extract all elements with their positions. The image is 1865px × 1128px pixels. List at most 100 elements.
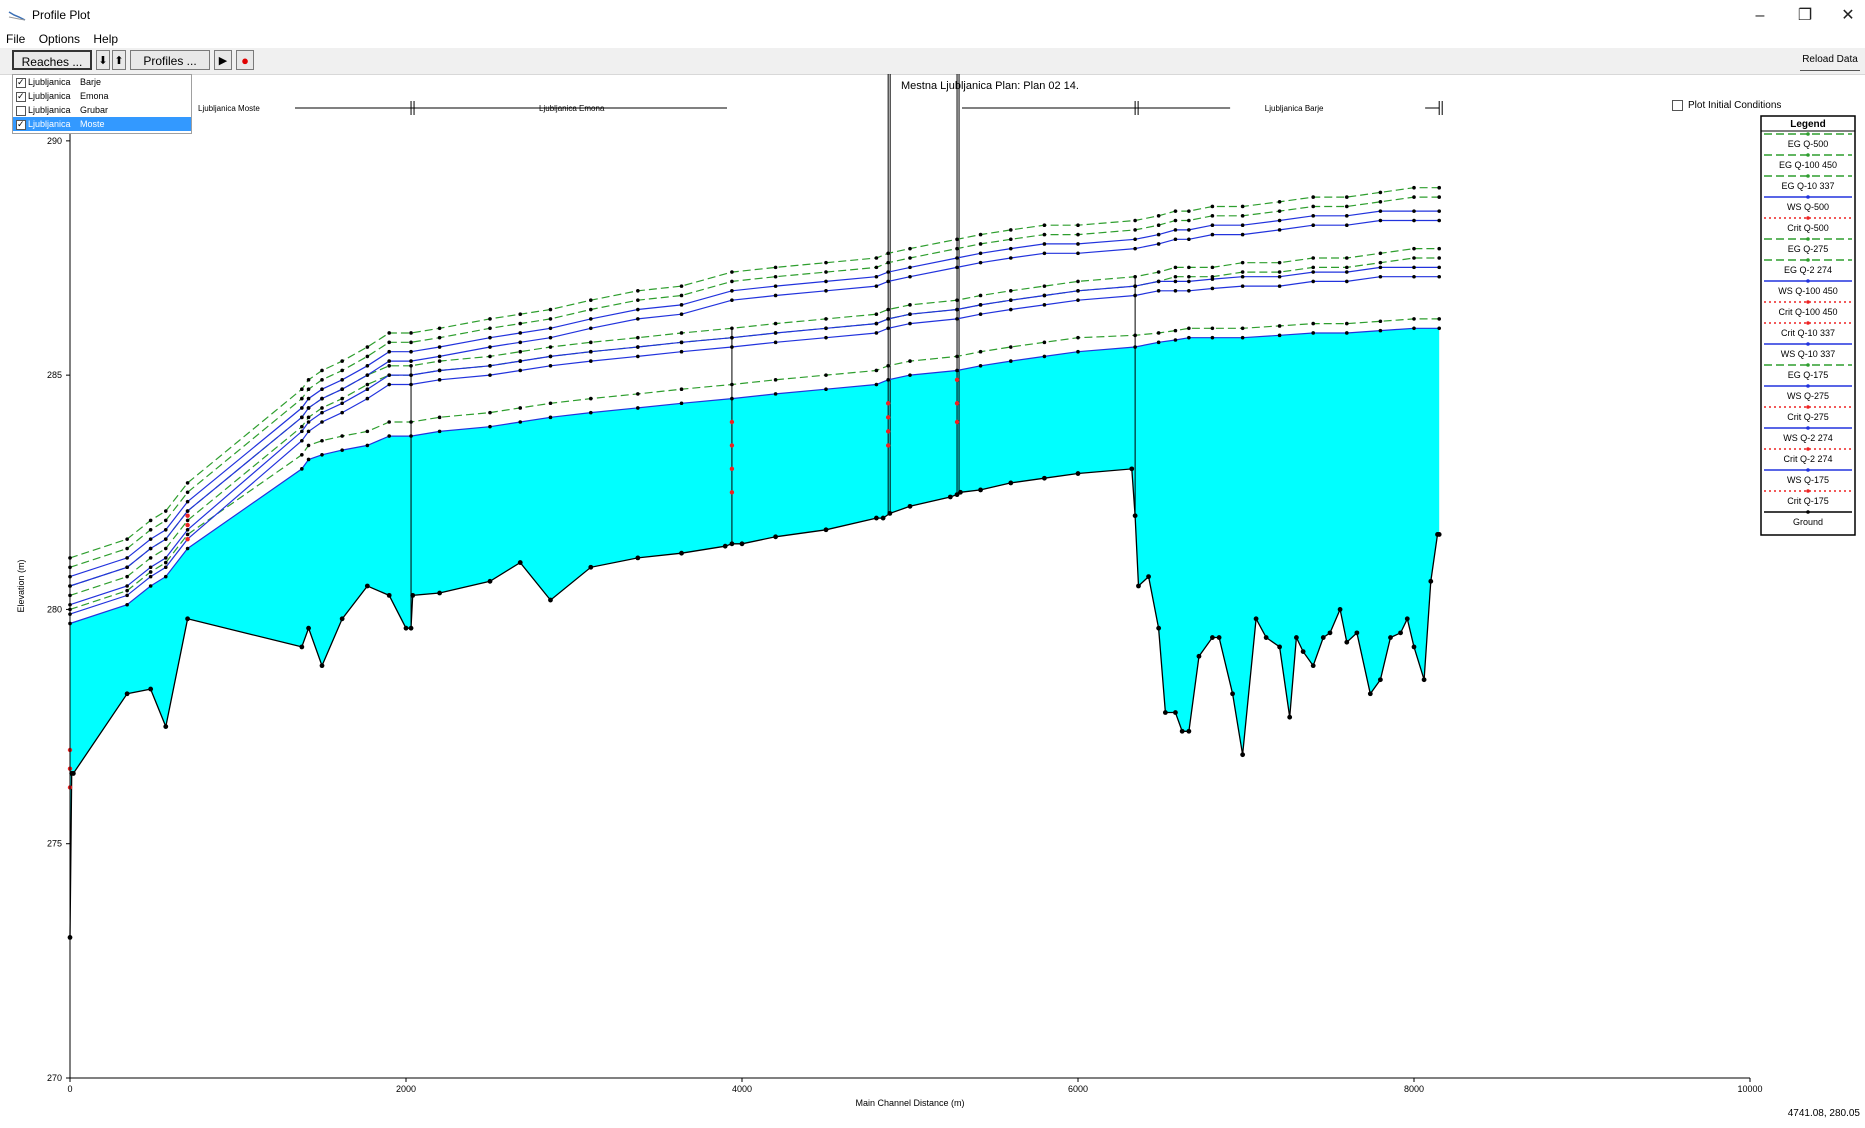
data-point xyxy=(1042,284,1047,288)
y-axis-label: Elevation (m) xyxy=(16,559,26,612)
data-point xyxy=(1412,246,1416,251)
series-line-eg-q-100-450 xyxy=(69,196,1440,568)
crit-point xyxy=(954,401,960,406)
data-point xyxy=(1076,232,1080,237)
data-point xyxy=(773,284,778,288)
data-point xyxy=(1133,246,1137,251)
move-up-button[interactable]: ⬆ xyxy=(112,50,126,70)
reach-river-label: Ljubljanica xyxy=(28,91,71,101)
data-point xyxy=(387,373,392,377)
data-point xyxy=(437,345,442,349)
data-point xyxy=(1187,279,1191,284)
legend-entry: Crit Q-175 xyxy=(1787,496,1829,506)
data-point xyxy=(548,401,553,406)
data-point xyxy=(148,546,153,551)
data-point xyxy=(886,279,890,284)
ground-point xyxy=(1354,630,1360,636)
data-point xyxy=(874,312,879,317)
close-button[interactable]: ✕ xyxy=(1841,7,1855,24)
menu-options[interactable]: Options xyxy=(38,32,81,46)
coordinate-readout: 4741.08, 280.05 xyxy=(1787,1108,1860,1119)
ground-point xyxy=(1136,583,1141,589)
legend-entry: Crit Q-275 xyxy=(1787,412,1829,422)
data-point xyxy=(437,368,442,373)
data-point xyxy=(824,260,828,265)
profile-plot-chart[interactable]: 0 2000 4000 6000 8000 10000 270 275 280 285 290 Mai… xyxy=(0,74,1865,1108)
data-point xyxy=(409,420,413,424)
maximize-button[interactable]: ❐ xyxy=(1797,7,1813,24)
data-point xyxy=(1156,279,1161,284)
reach-checkbox[interactable] xyxy=(16,89,26,103)
legend-entry: Ground xyxy=(1793,517,1823,527)
data-point xyxy=(1133,284,1137,288)
legend-entry: Crit Q-100 450 xyxy=(1778,307,1837,317)
ground-point xyxy=(1310,663,1316,669)
data-point xyxy=(125,546,129,551)
reaches-list[interactable]: LjubljanicaBarjeLjubljanicaEmonaLjubljan… xyxy=(12,74,192,134)
crit-point xyxy=(885,401,891,406)
data-point xyxy=(437,354,442,359)
legend-marker xyxy=(1806,300,1810,304)
ground-point xyxy=(437,590,442,596)
data-point xyxy=(886,270,890,274)
ground-point xyxy=(319,663,325,669)
crit-point xyxy=(185,513,190,518)
data-point xyxy=(730,270,734,274)
reach-checkbox[interactable] xyxy=(16,75,26,89)
data-point xyxy=(320,406,324,410)
menu-help[interactable]: Help xyxy=(93,32,119,46)
data-point xyxy=(548,307,553,312)
plot-initial-conditions-checkbox[interactable] xyxy=(1672,100,1683,111)
data-point xyxy=(1173,289,1178,293)
data-point xyxy=(548,335,553,340)
reach-item-grubar[interactable]: Ljubljanica Grubar xyxy=(13,103,191,117)
data-point xyxy=(1345,321,1349,326)
data-point xyxy=(387,363,392,368)
reaches-button[interactable]: Reaches ... xyxy=(12,50,92,70)
profiles-button[interactable]: Profiles ... xyxy=(130,50,210,70)
ground-point xyxy=(722,543,728,549)
play-button[interactable]: ▶ xyxy=(214,50,232,70)
data-point xyxy=(1412,317,1416,321)
data-point xyxy=(1437,274,1441,279)
data-point xyxy=(488,326,492,331)
data-point xyxy=(908,256,912,260)
data-point xyxy=(300,438,304,443)
series-line-eg-q-2-274 xyxy=(69,318,1440,610)
reload-data-button[interactable]: Reload Data xyxy=(1800,50,1860,71)
ground-point xyxy=(1240,752,1246,758)
reach-checkbox[interactable] xyxy=(16,105,26,116)
data-point xyxy=(874,274,879,279)
data-point xyxy=(488,345,492,349)
record-button[interactable]: ● xyxy=(236,50,254,70)
data-point xyxy=(1311,256,1315,260)
water-fill xyxy=(70,328,1440,938)
data-point xyxy=(773,331,778,335)
menu-file[interactable]: File xyxy=(6,32,26,46)
data-point xyxy=(1378,190,1383,195)
ground-point xyxy=(958,489,963,495)
minimize-button[interactable]: – xyxy=(1755,7,1765,24)
ground-point xyxy=(403,625,409,631)
chart-title: Mestna Ljubljanica Plan: Plan 02 14. xyxy=(901,80,1079,92)
data-point xyxy=(730,382,734,387)
data-point xyxy=(125,565,129,570)
data-point xyxy=(1133,237,1137,242)
legend-entry: EG Q-100 450 xyxy=(1779,160,1837,170)
data-point xyxy=(978,260,983,265)
reach-item-moste[interactable]: Ljubljanica Moste xyxy=(13,117,191,131)
data-point xyxy=(824,326,828,331)
data-point xyxy=(518,340,523,345)
move-down-button[interactable]: ⬇ xyxy=(96,50,110,70)
data-point xyxy=(1042,340,1047,345)
data-point xyxy=(437,378,442,382)
reach-checkbox[interactable] xyxy=(16,117,26,131)
reach-item-barje[interactable]: Ljubljanica Barje xyxy=(13,75,191,89)
data-point xyxy=(1437,209,1441,213)
data-point xyxy=(1311,195,1315,199)
reach-item-emona[interactable]: Ljubljanica Emona xyxy=(13,89,191,103)
ground-point xyxy=(408,625,414,631)
data-point xyxy=(589,396,593,401)
plot-initial-conditions[interactable]: Plot Initial Conditions xyxy=(1672,100,1781,111)
data-point xyxy=(163,537,168,541)
